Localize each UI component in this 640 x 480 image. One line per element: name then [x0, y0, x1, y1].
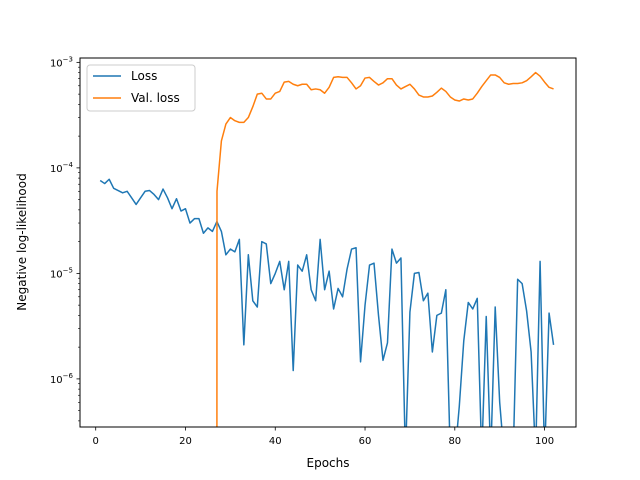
x-axis-label: Epochs	[307, 456, 350, 470]
x-tick-label: 0	[93, 436, 99, 447]
legend-label-2: Val. loss	[131, 91, 180, 105]
legend: Loss Val. loss	[86, 64, 196, 112]
y-tick-label: 10−4	[50, 161, 74, 175]
series-line-2	[216, 71, 554, 427]
y-tick-label: 10−3	[50, 55, 73, 69]
y-axis: 10−6 10−5 10−4 10−3	[50, 55, 80, 422]
x-tick-label: 40	[269, 436, 282, 447]
legend-label-1: Loss	[131, 69, 157, 83]
x-tick-label: 100	[535, 436, 554, 447]
plot-area	[80, 58, 576, 427]
series-line-1	[99, 178, 555, 427]
y-tick-label: 10−5	[50, 266, 73, 280]
y-tick-label: 10−6	[50, 372, 74, 386]
x-axis: 0 20 40 60 80 100	[93, 427, 554, 447]
y-axis-label: Negative log-likelihood	[15, 173, 29, 310]
x-tick-label: 80	[448, 436, 461, 447]
plot-frame	[79, 57, 577, 428]
x-tick-label: 60	[359, 436, 372, 447]
series-layer	[99, 71, 555, 427]
x-tick-label: 20	[179, 436, 192, 447]
